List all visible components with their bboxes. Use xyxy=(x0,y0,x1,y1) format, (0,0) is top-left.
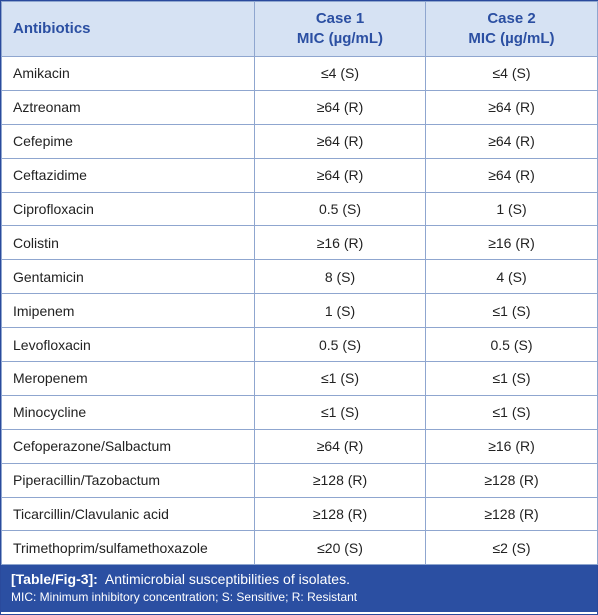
table-row: Ticarcillin/Clavulanic acid ≥128 (R) ≥128 … xyxy=(1,496,598,532)
case-1-mic-cell: 0.5 (S) xyxy=(254,327,426,363)
case-2-mic-cell: ≥128 (R) xyxy=(425,496,598,532)
header-case-2: Case 2 MIC (µg/mL) xyxy=(425,1,598,57)
table-row: Minocycline ≤1 (S) ≤1 (S) xyxy=(1,394,598,430)
table-row: Imipenem 1 (S) ≤1 (S) xyxy=(1,293,598,329)
case-1-mic-cell: ≤1 (S) xyxy=(254,361,426,396)
header-case-1-title: Case 1 xyxy=(315,10,365,27)
case-1-mic-cell: ≥64 (R) xyxy=(254,157,426,193)
antibiotic-cell: Ceftazidime xyxy=(1,157,255,193)
case-2-mic-cell: ≤1 (S) xyxy=(425,394,598,430)
antibiotic-cell: Ticarcillin/Clavulanic acid xyxy=(1,496,255,532)
case-2-mic-cell: ≤4 (S) xyxy=(425,56,598,91)
susceptibility-table: Antibiotics Case 1 MIC (µg/mL) Case 2 MI… xyxy=(1,1,598,566)
case-1-mic-cell: 1 (S) xyxy=(254,293,426,329)
case-2-mic-cell: ≥16 (R) xyxy=(425,428,598,464)
table-row: Gentamicin 8 (S) 4 (S) xyxy=(1,259,598,295)
case-2-mic-cell: ≥64 (R) xyxy=(425,89,598,125)
case-2-mic-cell: ≥128 (R) xyxy=(425,462,598,498)
caption-note: MIC: Minimum inhibitory concentration; S… xyxy=(11,590,358,605)
case-1-mic-cell: ≥128 (R) xyxy=(254,462,426,498)
case-1-mic-cell: 8 (S) xyxy=(254,259,426,295)
header-row: Antibiotics Case 1 MIC (µg/mL) Case 2 MI… xyxy=(1,1,598,57)
antibiotic-cell: Piperacillin/Tazobactum xyxy=(1,462,255,498)
case-2-mic-cell: ≤2 (S) xyxy=(425,530,598,566)
antibiotic-cell: Cefepime xyxy=(1,123,255,159)
case-2-mic-cell: ≥64 (R) xyxy=(425,123,598,159)
header-antibiotics: Antibiotics xyxy=(1,1,255,57)
header-case-2-title: Case 2 xyxy=(487,10,536,27)
case-1-mic-cell: ≤1 (S) xyxy=(254,394,426,430)
antibiotic-cell: Levofloxacin xyxy=(1,327,255,363)
case-1-mic-cell: ≥64 (R) xyxy=(254,428,426,464)
case-1-mic-cell: ≥16 (R) xyxy=(254,225,426,261)
case-1-mic-cell: ≤4 (S) xyxy=(254,56,426,91)
table-row: Aztreonam ≥64 (R) ≥64 (R) xyxy=(1,89,598,125)
antibiotic-cell: Minocycline xyxy=(1,394,255,430)
antibiotic-cell: Ciprofloxacin xyxy=(1,191,255,227)
table-row: Trimethoprim/sulfamethoxazole ≤20 (S) ≤2 (… xyxy=(1,530,598,566)
table-row: Piperacillin/Tazobactum ≥128 (R) ≥128 (R) xyxy=(1,462,598,498)
case-2-mic-cell: ≥16 (R) xyxy=(425,225,598,261)
table-row: Colistin ≥16 (R) ≥16 (R) xyxy=(1,225,598,261)
case-1-mic-cell: ≥64 (R) xyxy=(254,123,426,159)
table-row: Levofloxacin 0.5 (S) 0.5 (S) xyxy=(1,327,598,363)
case-2-mic-cell: 1 (S) xyxy=(425,191,598,227)
table-row: Cefoperazone/Salbactum ≥64 (R) ≥16 (R) xyxy=(1,428,598,464)
case-2-mic-cell: ≤1 (S) xyxy=(425,293,598,329)
header-case-1-unit: MIC (µg/mL) xyxy=(296,30,384,47)
antibiotic-cell: Amikacin xyxy=(1,56,255,91)
table-row: Meropenem ≤1 (S) ≤1 (S) xyxy=(1,361,598,396)
case-2-mic-cell: 0.5 (S) xyxy=(425,327,598,363)
antibiotic-cell: Colistin xyxy=(1,225,255,261)
caption-title-line: [Table/Fig-3]: Antimicrobial susceptibil… xyxy=(11,569,587,589)
antibiotic-cell: Gentamicin xyxy=(1,259,255,295)
table-header: Antibiotics Case 1 MIC (µg/mL) Case 2 MI… xyxy=(1,1,598,57)
table-row: Cefepime ≥64 (R) ≥64 (R) xyxy=(1,123,598,159)
antibiotic-cell: Meropenem xyxy=(1,361,255,396)
table-row: Ciprofloxacin 0.5 (S) 1 (S) xyxy=(1,191,598,227)
case-2-mic-cell: ≥64 (R) xyxy=(425,157,598,193)
case-2-mic-cell: ≤1 (S) xyxy=(425,361,598,396)
case-1-mic-cell: ≤20 (S) xyxy=(254,530,426,566)
case-1-mic-cell: ≥64 (R) xyxy=(254,89,426,125)
table-body: Amikacin ≤4 (S) ≤4 (S) Aztreonam ≥64 (R) ≥64 … xyxy=(1,56,598,566)
caption-title: Antimicrobial susceptibilities of isolat… xyxy=(104,571,350,588)
antibiotic-cell: Cefoperazone/Salbactum xyxy=(1,428,255,464)
antibiotic-cell: Imipenem xyxy=(1,293,255,329)
case-1-mic-cell: ≥128 (R) xyxy=(254,496,426,532)
caption-label: [Table/Fig-3]: xyxy=(11,571,98,588)
table-row: Ceftazidime ≥64 (R) ≥64 (R) xyxy=(1,157,598,193)
figure-caption: [Table/Fig-3]: Antimicrobial susceptibil… xyxy=(1,565,597,613)
case-1-mic-cell: 0.5 (S) xyxy=(254,191,426,227)
case-2-mic-cell: 4 (S) xyxy=(425,259,598,295)
header-case-2-unit: MIC (µg/mL) xyxy=(468,30,555,47)
antibiotic-cell: Aztreonam xyxy=(1,89,255,125)
header-case-1: Case 1 MIC (µg/mL) xyxy=(254,1,426,57)
table-row: Amikacin ≤4 (S) ≤4 (S) xyxy=(1,56,598,91)
antibiotic-cell: Trimethoprim/sulfamethoxazole xyxy=(1,530,255,566)
